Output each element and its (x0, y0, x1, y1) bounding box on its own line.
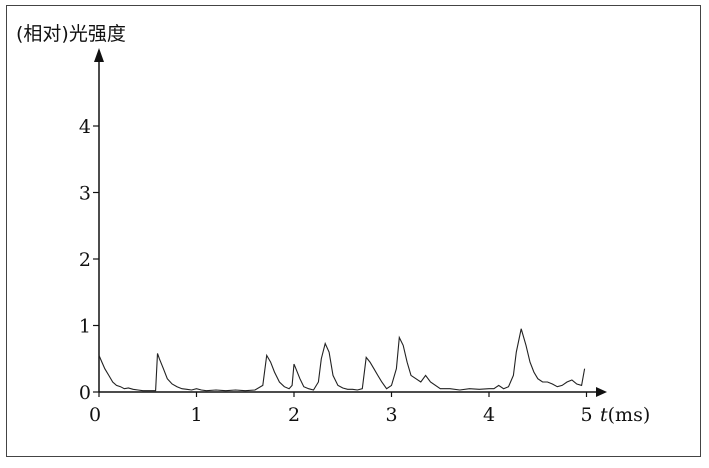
x-tick-label: 1 (190, 404, 202, 426)
x-tick-label: 2 (288, 404, 300, 426)
figure-frame (6, 5, 701, 457)
x-tick-label: 4 (483, 404, 495, 426)
y-ticks: 0 1 2 3 4 (79, 116, 99, 404)
y-tick-label: 2 (79, 249, 91, 271)
y-tick-label: 3 (79, 183, 91, 205)
x-axis-label: t(ms) (600, 404, 650, 426)
y-tick-label: 0 (79, 382, 91, 404)
axes (94, 48, 607, 397)
series-line (98, 328, 586, 392)
x-tick-label: 5 (580, 404, 592, 426)
x-axis-unit: (ms) (608, 404, 651, 426)
x-axis-arrow (596, 387, 607, 397)
y-axis-label: (相对)光强度 (16, 23, 126, 45)
y-tick-label: 1 (79, 316, 91, 338)
x-tick-label: 3 (385, 404, 397, 426)
x-axis-variable: t (600, 404, 608, 426)
x-ticks: 0 1 2 3 4 5 (89, 392, 593, 426)
x-tick-label: 0 (89, 404, 101, 426)
y-axis-arrow (94, 48, 104, 62)
y-tick-label: 4 (79, 116, 91, 138)
